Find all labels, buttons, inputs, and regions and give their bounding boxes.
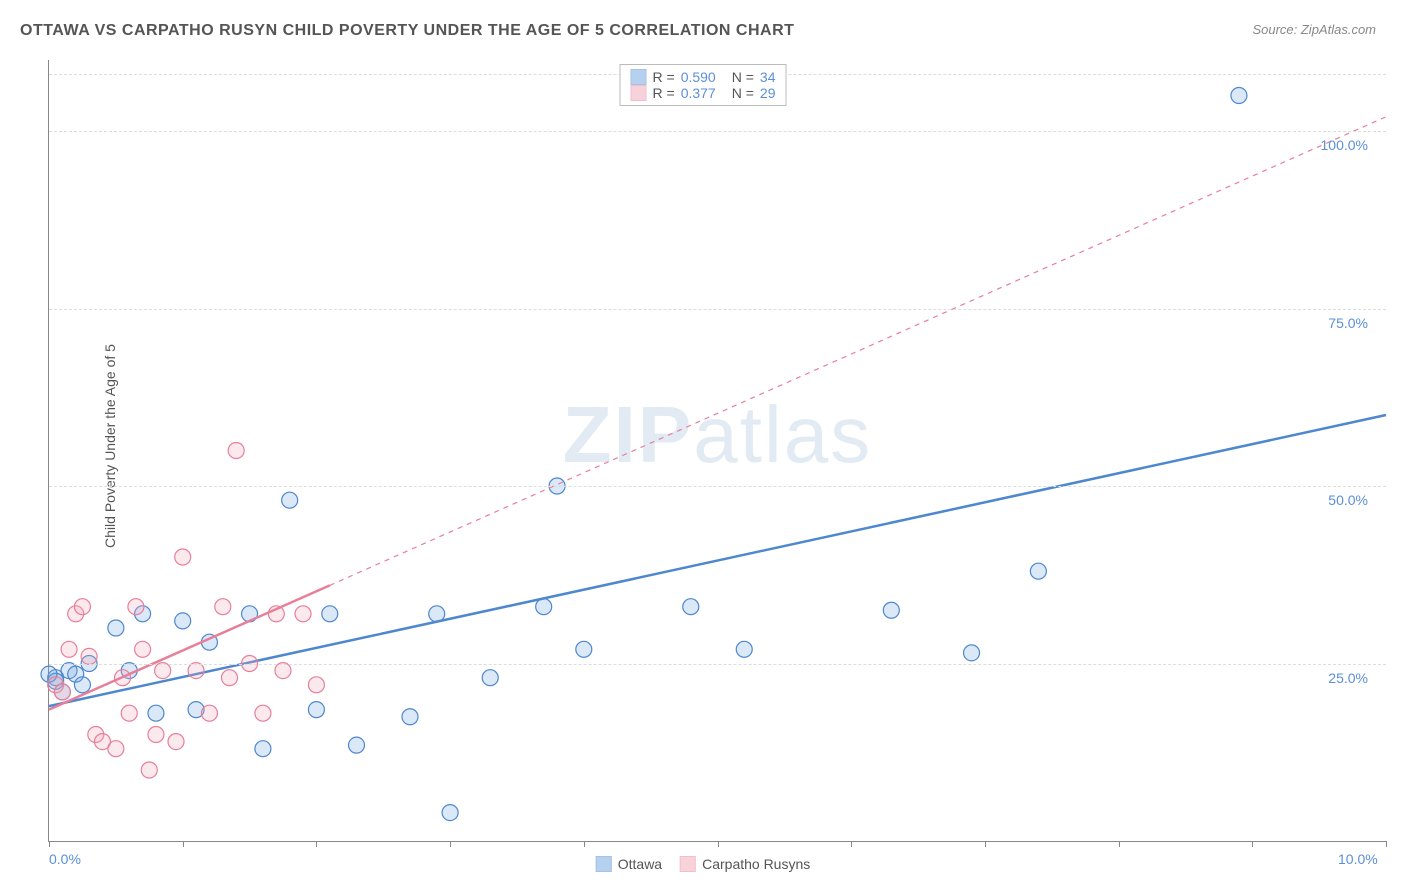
n-label: N =	[732, 85, 754, 101]
legend-row: R = 0.590 N = 34	[631, 69, 776, 85]
data-point	[683, 599, 699, 615]
data-point	[201, 705, 217, 721]
data-point	[221, 670, 237, 686]
y-tick-label: 75.0%	[1328, 315, 1368, 331]
data-point	[964, 645, 980, 661]
plot-area: ZIPatlas 25.0%50.0%75.0%100.0%0.0%10.0%	[48, 60, 1386, 842]
x-tick	[450, 841, 451, 847]
data-point	[108, 620, 124, 636]
data-point	[576, 641, 592, 657]
legend-label: Carpatho Rusyns	[702, 856, 810, 872]
data-point	[322, 606, 338, 622]
x-tick	[851, 841, 852, 847]
data-point	[308, 677, 324, 693]
chart-container: OTTAWA VS CARPATHO RUSYN CHILD POVERTY U…	[0, 0, 1406, 892]
gridline	[49, 131, 1386, 132]
data-point	[54, 684, 70, 700]
legend-row: R = 0.377 N = 29	[631, 85, 776, 101]
data-point	[349, 737, 365, 753]
chart-title: OTTAWA VS CARPATHO RUSYN CHILD POVERTY U…	[20, 22, 794, 40]
data-point	[308, 702, 324, 718]
data-point	[275, 663, 291, 679]
regression-extension	[330, 117, 1386, 586]
data-point	[175, 549, 191, 565]
x-tick	[718, 841, 719, 847]
data-point	[128, 599, 144, 615]
y-tick-label: 50.0%	[1328, 492, 1368, 508]
data-point	[736, 641, 752, 657]
data-point	[155, 663, 171, 679]
data-point	[168, 734, 184, 750]
x-tick-label: 0.0%	[49, 851, 81, 867]
x-tick	[1252, 841, 1253, 847]
data-point	[1030, 563, 1046, 579]
y-tick-label: 100.0%	[1321, 137, 1368, 153]
regression-line	[49, 585, 330, 709]
x-tick	[49, 841, 50, 847]
data-point	[81, 648, 97, 664]
legend-swatch	[631, 69, 647, 85]
x-tick	[1119, 841, 1120, 847]
x-tick	[183, 841, 184, 847]
legend-swatch	[631, 85, 647, 101]
r-label: R =	[653, 85, 675, 101]
data-point	[482, 670, 498, 686]
legend-label: Ottawa	[618, 856, 662, 872]
data-point	[255, 705, 271, 721]
data-point	[74, 677, 90, 693]
x-tick	[584, 841, 585, 847]
x-tick	[1386, 841, 1387, 847]
data-point	[188, 663, 204, 679]
x-tick	[985, 841, 986, 847]
r-value: 0.377	[681, 85, 716, 101]
n-value: 29	[760, 85, 776, 101]
data-point	[121, 705, 137, 721]
data-point	[141, 762, 157, 778]
data-point	[228, 443, 244, 459]
x-tick-label: 10.0%	[1338, 851, 1378, 867]
legend-swatch	[680, 856, 696, 872]
data-point	[61, 641, 77, 657]
series-legend: Ottawa Carpatho Rusyns	[596, 856, 811, 872]
legend-swatch	[596, 856, 612, 872]
n-label: N =	[732, 69, 754, 85]
x-tick	[316, 841, 317, 847]
data-point	[295, 606, 311, 622]
legend-item: Carpatho Rusyns	[680, 856, 810, 872]
data-point	[255, 741, 271, 757]
gridline	[49, 486, 1386, 487]
r-value: 0.590	[681, 69, 716, 85]
data-point	[135, 641, 151, 657]
r-label: R =	[653, 69, 675, 85]
plot-svg	[49, 60, 1386, 841]
data-point	[108, 741, 124, 757]
source-label: Source: ZipAtlas.com	[1252, 22, 1376, 37]
data-point	[1231, 88, 1247, 104]
data-point	[175, 613, 191, 629]
data-point	[442, 805, 458, 821]
data-point	[215, 599, 231, 615]
n-value: 34	[760, 69, 776, 85]
gridline	[49, 309, 1386, 310]
data-point	[883, 602, 899, 618]
data-point	[536, 599, 552, 615]
gridline	[49, 664, 1386, 665]
y-tick-label: 25.0%	[1328, 670, 1368, 686]
legend-item: Ottawa	[596, 856, 662, 872]
data-point	[402, 709, 418, 725]
data-point	[148, 727, 164, 743]
data-point	[282, 492, 298, 508]
data-point	[148, 705, 164, 721]
data-point	[74, 599, 90, 615]
correlation-legend: R = 0.590 N = 34 R = 0.377 N = 29	[620, 64, 787, 106]
